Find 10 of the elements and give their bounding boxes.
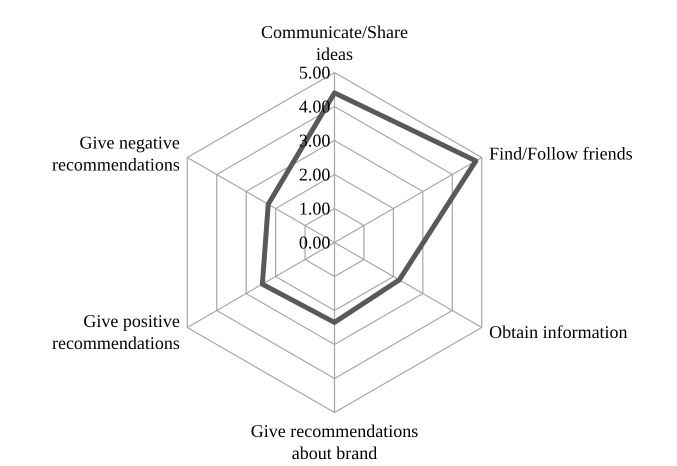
spoke-label: Give negative recommendations — [52, 132, 180, 174]
y-tick-label: 5.00 — [298, 62, 330, 82]
y-tick-label: 0.00 — [298, 232, 330, 252]
y-tick-label: 2.00 — [298, 164, 330, 184]
spoke-label: Give recommendations about brand — [250, 421, 418, 463]
spoke-label: Give positive recommendations — [52, 310, 180, 353]
y-tick-label: 1.00 — [298, 198, 330, 218]
spoke-label: Communicate/Share ideas — [261, 22, 408, 64]
spoke-label: Obtain information — [489, 322, 628, 342]
spoke-label: Find/Follow friends — [489, 143, 633, 164]
